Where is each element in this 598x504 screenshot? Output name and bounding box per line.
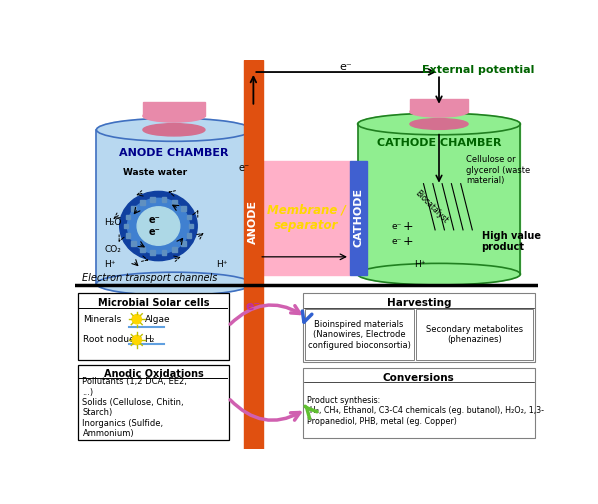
Text: Minerals: Minerals (83, 314, 121, 324)
Bar (358, 124, 520, 274)
Text: High value
product: High value product (481, 231, 541, 252)
Bar (140, 201, 145, 205)
Bar (162, 197, 166, 202)
Bar (126, 215, 130, 219)
Text: e⁻: e⁻ (149, 227, 160, 237)
Text: CATHODE CHAMBER: CATHODE CHAMBER (377, 138, 501, 148)
Text: e⁻: e⁻ (340, 61, 353, 72)
Bar (172, 247, 177, 251)
Text: Cellulose or
glycerol (waste
material): Cellulose or glycerol (waste material) (466, 155, 530, 185)
Text: e⁻: e⁻ (239, 163, 249, 173)
Bar (263, 161, 350, 275)
FancyBboxPatch shape (78, 293, 228, 360)
Text: ANODE CHAMBER: ANODE CHAMBER (119, 148, 228, 158)
Text: H₂O: H₂O (104, 218, 121, 227)
FancyBboxPatch shape (304, 309, 414, 360)
Bar (151, 250, 155, 255)
Bar (151, 197, 155, 202)
Ellipse shape (96, 118, 251, 141)
Text: External potential: External potential (422, 65, 534, 75)
Bar (140, 247, 145, 251)
Text: Root noduels: Root noduels (83, 336, 142, 345)
Text: Anodic Oxidations: Anodic Oxidations (103, 369, 203, 379)
Text: Conversions: Conversions (383, 373, 454, 383)
Text: H⁺: H⁺ (216, 260, 228, 269)
Bar (181, 207, 186, 211)
FancyBboxPatch shape (303, 368, 535, 438)
Circle shape (132, 314, 141, 324)
Text: e⁻: e⁻ (246, 300, 261, 313)
Bar (181, 241, 186, 245)
Text: H₂: H₂ (145, 336, 155, 345)
FancyArrowPatch shape (230, 400, 300, 420)
Bar (244, 60, 263, 449)
Bar (410, 99, 468, 112)
FancyBboxPatch shape (78, 365, 228, 440)
Bar (131, 241, 136, 245)
Ellipse shape (143, 110, 205, 122)
Text: e⁻: e⁻ (391, 237, 402, 246)
Text: e⁻: e⁻ (149, 215, 160, 225)
Text: +: + (402, 235, 413, 248)
Ellipse shape (143, 123, 205, 136)
Text: Waste water: Waste water (123, 168, 187, 176)
Bar (189, 224, 193, 228)
FancyArrowPatch shape (230, 305, 300, 324)
Bar (131, 207, 136, 211)
Bar (162, 250, 166, 255)
Text: H⁺: H⁺ (104, 260, 115, 269)
Bar (187, 233, 191, 237)
Text: Microbial Solar cells: Microbial Solar cells (97, 298, 209, 308)
Text: e⁻: e⁻ (391, 222, 402, 230)
FancyBboxPatch shape (416, 309, 533, 360)
Text: Pollutants (1,2 DCA, EE2,
...)
Solids (Cellulose, Chitin,
Starch)
Inorganics (Su: Pollutants (1,2 DCA, EE2, ...) Solids (C… (83, 377, 187, 438)
FancyBboxPatch shape (303, 293, 535, 362)
Ellipse shape (410, 118, 468, 130)
Text: Electron transport channels: Electron transport channels (83, 273, 218, 283)
Text: Algae: Algae (145, 314, 170, 324)
Bar (350, 161, 367, 275)
Text: +: + (402, 220, 413, 232)
Text: Product synthesis:
-H₂, CH₄, Ethanol, C3-C4 chemicals (eg. butanol), H₂O₂, 1,3-
: Product synthesis: -H₂, CH₄, Ethanol, C3… (307, 396, 544, 426)
Circle shape (132, 335, 141, 345)
Ellipse shape (120, 192, 197, 261)
Text: H⁺: H⁺ (414, 260, 425, 269)
FancyArrowPatch shape (305, 406, 317, 418)
Text: Bioinspired materials
(Nanowires, Electrode
configured bioconsortia): Bioinspired materials (Nanowires, Electr… (308, 320, 411, 349)
Ellipse shape (137, 207, 180, 245)
Ellipse shape (127, 198, 190, 254)
Ellipse shape (96, 272, 251, 295)
Ellipse shape (358, 113, 520, 135)
Text: ANODE: ANODE (248, 200, 258, 244)
Bar (172, 201, 177, 205)
Text: Secondary metabolites
(phenazines): Secondary metabolites (phenazines) (426, 325, 523, 344)
Text: CATHODE: CATHODE (353, 188, 364, 247)
Bar (96, 130, 251, 284)
Bar (126, 233, 130, 237)
FancyArrowPatch shape (303, 311, 312, 322)
Bar (124, 224, 128, 228)
Ellipse shape (410, 106, 468, 117)
Ellipse shape (358, 264, 520, 285)
Text: Harvesting: Harvesting (386, 298, 451, 308)
Bar (187, 215, 191, 219)
Text: Membrane /
separator: Membrane / separator (267, 204, 346, 231)
Bar (143, 102, 205, 116)
Text: Biocatalyst: Biocatalyst (413, 188, 450, 225)
Text: CO₂: CO₂ (104, 244, 121, 254)
